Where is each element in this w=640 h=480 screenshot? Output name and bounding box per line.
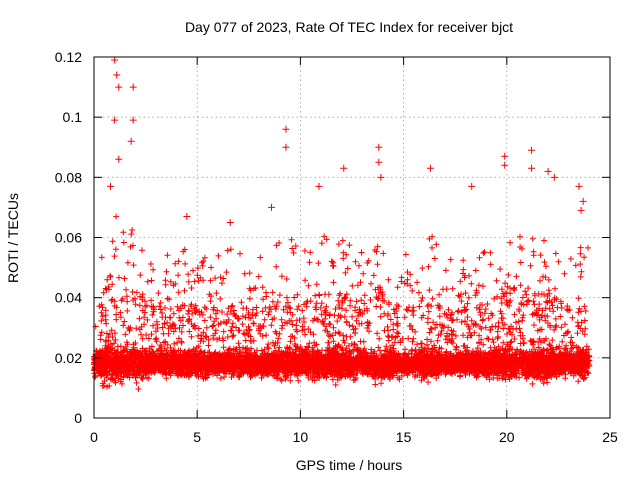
data-point xyxy=(129,83,137,91)
data-point xyxy=(575,182,583,190)
data-point xyxy=(107,182,115,190)
x-tick-label: 10 xyxy=(293,429,309,445)
data-point xyxy=(375,158,383,166)
data-point xyxy=(129,116,137,124)
data-point xyxy=(111,56,119,64)
data-points xyxy=(91,56,593,392)
x-tick-label: 20 xyxy=(499,429,515,445)
data-point xyxy=(377,173,385,181)
data-point xyxy=(115,83,123,91)
data-point xyxy=(501,152,509,160)
data-point xyxy=(113,71,121,79)
data-point xyxy=(115,155,123,163)
data-point xyxy=(340,164,348,172)
y-tick-label: 0.04 xyxy=(55,290,82,306)
data-point xyxy=(127,137,135,145)
y-tick-label: 0.1 xyxy=(63,109,83,125)
data-point xyxy=(268,203,276,211)
data-point xyxy=(183,212,191,220)
x-tick-label: 0 xyxy=(90,429,98,445)
x-tick-label: 5 xyxy=(193,429,201,445)
data-point xyxy=(544,167,552,175)
y-tick-label: 0.02 xyxy=(55,350,82,366)
y-axis-label: ROTI / TECUs xyxy=(5,193,21,283)
y-tick-label: 0.12 xyxy=(55,49,82,65)
data-point xyxy=(282,143,290,151)
chart-title: Day 077 of 2023, Rate Of TEC Index for r… xyxy=(185,19,513,35)
axis-ticks: 0 5 10 15 20 25 0 0.02 0.04 0.06 0.08 0.1 0.12 xyxy=(55,49,618,445)
data-point xyxy=(315,182,323,190)
data-point xyxy=(528,146,536,154)
data-point xyxy=(579,197,587,205)
data-point xyxy=(226,218,234,226)
data-point xyxy=(282,125,290,133)
x-axis-label: GPS time / hours xyxy=(296,457,403,473)
data-point xyxy=(550,173,558,181)
data-point xyxy=(501,161,509,169)
y-tick-label: 0.06 xyxy=(55,230,82,246)
x-tick-label: 25 xyxy=(602,429,618,445)
data-point xyxy=(426,164,434,172)
y-tick-label: 0.08 xyxy=(55,169,82,185)
data-point xyxy=(468,182,476,190)
data-point xyxy=(528,164,536,172)
scatter-cloud xyxy=(91,213,593,392)
data-point xyxy=(375,143,383,151)
data-point xyxy=(111,116,119,124)
y-tick-label: 0 xyxy=(74,410,82,426)
data-point xyxy=(577,206,585,214)
x-tick-label: 15 xyxy=(396,429,412,445)
